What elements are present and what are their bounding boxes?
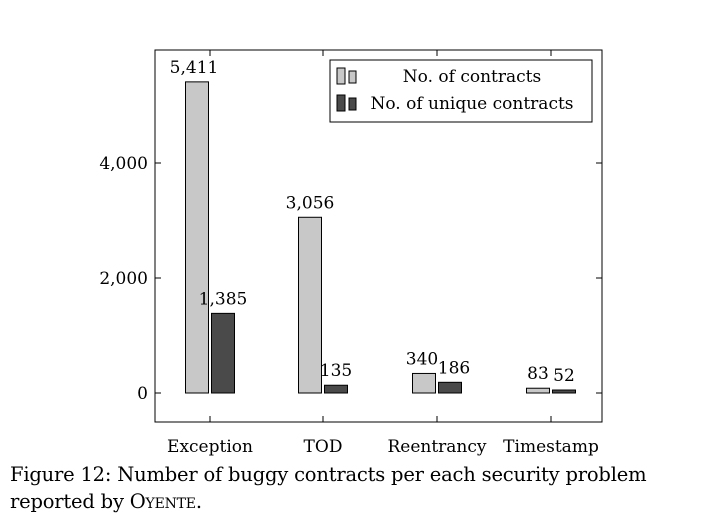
bar	[324, 384, 348, 394]
bar-value-label: 5,411	[170, 58, 219, 78]
legend-label: No. of contracts	[403, 67, 541, 87]
x-tick-label: Timestamp	[503, 437, 599, 457]
bar-value-labels: 5,411 3,056 340 83 1,385 135 186 52	[170, 58, 575, 386]
bar	[211, 312, 235, 394]
bar-value-label: 3,056	[286, 193, 335, 213]
plot-frame	[154, 49, 603, 423]
bar-value-label: 135	[320, 361, 352, 381]
legend-swatch	[348, 97, 357, 111]
caption-tool-name: Oyente	[129, 490, 196, 513]
bar-chart: 0 2,000 4,000 Exception TOD Reentrancy Timest…	[99, 49, 603, 457]
bar	[412, 372, 436, 394]
bar	[298, 216, 322, 394]
bar-value-label: 83	[527, 364, 549, 384]
bar-value-label: 186	[438, 358, 470, 378]
x-tick-label: TOD	[304, 437, 343, 457]
caption-period: .	[195, 490, 202, 513]
figure-caption: Figure 12: Number of buggy contracts per…	[10, 461, 705, 515]
x-tick-label: Exception	[167, 437, 253, 457]
bar	[185, 81, 209, 394]
legend-swatch	[348, 70, 357, 84]
axis-ticks	[155, 50, 602, 422]
legend-swatch	[336, 94, 346, 112]
x-tick-labels: Exception TOD Reentrancy Timestamp	[167, 437, 599, 457]
y-tick-label: 2,000	[99, 269, 148, 289]
bar	[526, 387, 550, 394]
legend-swatch	[336, 67, 346, 85]
y-tick-labels: 0 2,000 4,000	[99, 154, 148, 404]
bar-value-label: 52	[553, 366, 575, 386]
caption-text: Figure 12: Number of buggy contracts per…	[10, 463, 647, 513]
bars	[185, 81, 576, 394]
legend-label: No. of unique contracts	[370, 94, 573, 114]
x-tick-label: Reentrancy	[387, 437, 486, 457]
bar	[438, 381, 462, 394]
bar-value-label: 1,385	[199, 289, 248, 309]
bar-value-label: 340	[406, 349, 438, 369]
legend-box	[329, 59, 593, 123]
bar	[552, 389, 576, 394]
legend: No. of contracts No. of unique contracts	[329, 59, 593, 123]
y-tick-label: 4,000	[99, 154, 148, 174]
y-tick-label: 0	[137, 384, 148, 404]
